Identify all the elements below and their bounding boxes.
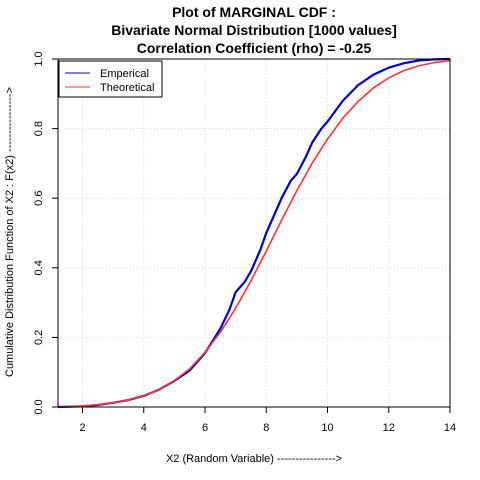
series-lines xyxy=(57,57,451,409)
x-tick-label: 10 xyxy=(321,422,333,434)
x-tick-label: 6 xyxy=(202,422,208,434)
legend: Emperical Theoretical xyxy=(58,60,163,98)
legend-label-theoretical: Theoretical xyxy=(100,82,154,94)
title-line-3: Correlation Coefficient (rho) = -0.25 xyxy=(137,40,372,56)
title-line-2: Bivariate Normal Distribution [1000 valu… xyxy=(111,22,397,38)
y-tick-label: 1.0 xyxy=(33,51,45,66)
grid xyxy=(58,58,451,408)
legend-box xyxy=(58,60,163,98)
series-line-theoretical xyxy=(57,59,451,408)
y-axis-label: Cumulative Distribution Function of X2 :… xyxy=(4,87,16,377)
y-tick-label: 0.6 xyxy=(33,191,45,206)
legend-label-emperical: Emperical xyxy=(100,68,149,80)
y-tick-label: 0.0 xyxy=(33,399,45,414)
x-tick-label: 2 xyxy=(79,422,85,434)
x-tick-label: 14 xyxy=(444,422,456,434)
x-tick-label: 12 xyxy=(383,422,395,434)
y-tick-label: 0.8 xyxy=(33,121,45,136)
series-line-emperical xyxy=(57,57,451,409)
title-line-1: Plot of MARGINAL CDF : xyxy=(172,4,336,20)
plot-frame xyxy=(57,58,451,408)
x-axis-label: X2 (Random Variable) ----------------> xyxy=(166,453,342,465)
y-tick-label: 0.4 xyxy=(33,260,45,275)
y-tick-label: 0.2 xyxy=(33,330,45,345)
x-tick-label: 4 xyxy=(141,422,147,434)
axes: 2 4 6 8 10 12 14 0.0 0.2 0.4 0.6 0.8 1.0 xyxy=(33,51,456,434)
chart-title: Plot of MARGINAL CDF : Bivariate Normal … xyxy=(111,4,397,56)
x-tick-label: 8 xyxy=(263,422,269,434)
